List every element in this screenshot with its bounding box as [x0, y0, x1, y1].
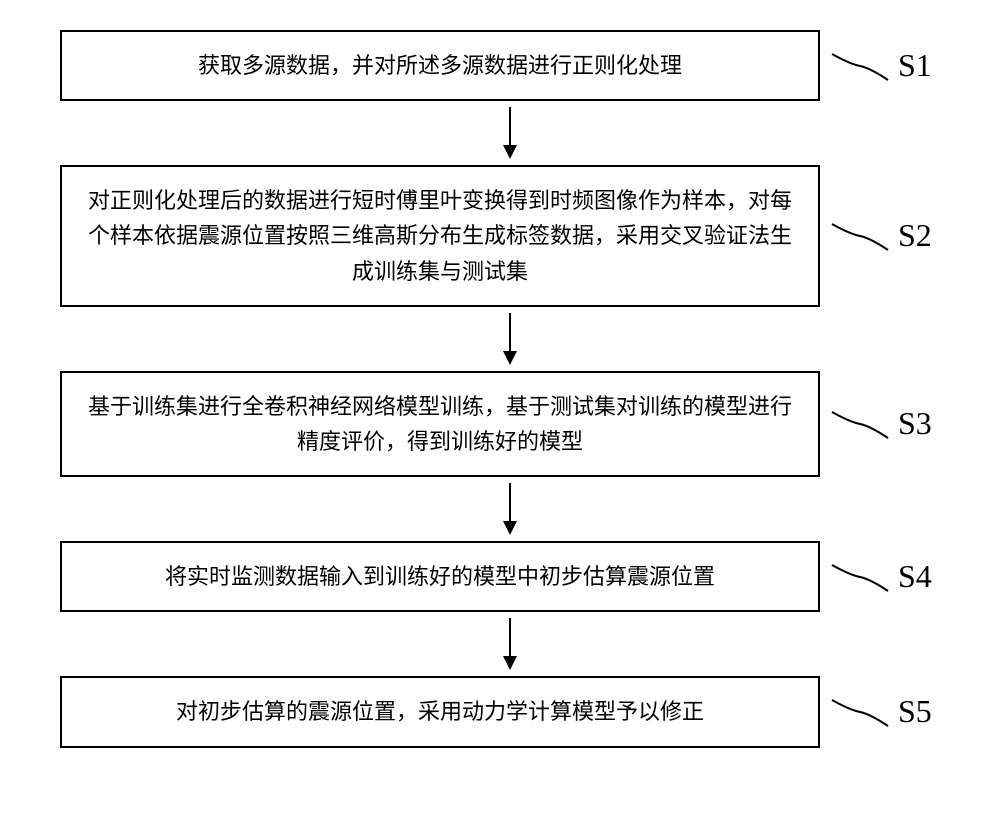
step-label-s4: S4 [898, 558, 932, 595]
step-box-s2: 对正则化处理后的数据进行短时傅里叶变换得到时频图像作为样本，对每个样本依据震源位… [60, 165, 820, 307]
curve-icon [830, 692, 890, 732]
step-row-s1: 获取多源数据，并对所述多源数据进行正则化处理 S1 [40, 30, 960, 101]
step-box-s3: 基于训练集进行全卷积神经网络模型训练，基于测试集对训练的模型进行精度评价，得到训… [60, 371, 820, 477]
step-label-s1: S1 [898, 47, 932, 84]
step-row-s5: 对初步估算的震源位置，采用动力学计算模型予以修正 S5 [40, 676, 960, 747]
label-container-s5: S5 [830, 692, 932, 732]
step-box-s1: 获取多源数据，并对所述多源数据进行正则化处理 [60, 30, 820, 101]
label-container-s3: S3 [830, 404, 932, 444]
arrow-down-icon [495, 618, 525, 670]
label-container-s1: S1 [830, 46, 932, 86]
arrow-3-4 [130, 477, 890, 541]
step-label-s2: S2 [898, 217, 932, 254]
label-container-s4: S4 [830, 557, 932, 597]
curve-icon [830, 46, 890, 86]
step-text-s4: 将实时监测数据输入到训练好的模型中初步估算震源位置 [165, 559, 715, 594]
arrow-down-icon [495, 483, 525, 535]
curve-icon [830, 216, 890, 256]
arrow-down-icon [495, 313, 525, 365]
step-text-s5: 对初步估算的震源位置，采用动力学计算模型予以修正 [176, 694, 704, 729]
step-text-s3: 基于训练集进行全卷积神经网络模型训练，基于测试集对训练的模型进行精度评价，得到训… [86, 389, 794, 459]
curve-icon [830, 557, 890, 597]
step-text-s2: 对正则化处理后的数据进行短时傅里叶变换得到时频图像作为样本，对每个样本依据震源位… [86, 183, 794, 289]
step-row-s4: 将实时监测数据输入到训练好的模型中初步估算震源位置 S4 [40, 541, 960, 612]
arrow-4-5 [130, 612, 890, 676]
step-box-s5: 对初步估算的震源位置，采用动力学计算模型予以修正 [60, 676, 820, 747]
arrow-1-2 [130, 101, 890, 165]
arrow-down-icon [495, 107, 525, 159]
label-container-s2: S2 [830, 216, 932, 256]
curve-icon [830, 404, 890, 444]
step-label-s3: S3 [898, 405, 932, 442]
step-row-s3: 基于训练集进行全卷积神经网络模型训练，基于测试集对训练的模型进行精度评价，得到训… [40, 371, 960, 477]
arrow-2-3 [130, 307, 890, 371]
step-text-s1: 获取多源数据，并对所述多源数据进行正则化处理 [198, 48, 682, 83]
flowchart-container: 获取多源数据，并对所述多源数据进行正则化处理 S1 对正则化处理后的数据进行短时… [40, 30, 960, 748]
step-box-s4: 将实时监测数据输入到训练好的模型中初步估算震源位置 [60, 541, 820, 612]
step-label-s5: S5 [898, 693, 932, 730]
step-row-s2: 对正则化处理后的数据进行短时傅里叶变换得到时频图像作为样本，对每个样本依据震源位… [40, 165, 960, 307]
